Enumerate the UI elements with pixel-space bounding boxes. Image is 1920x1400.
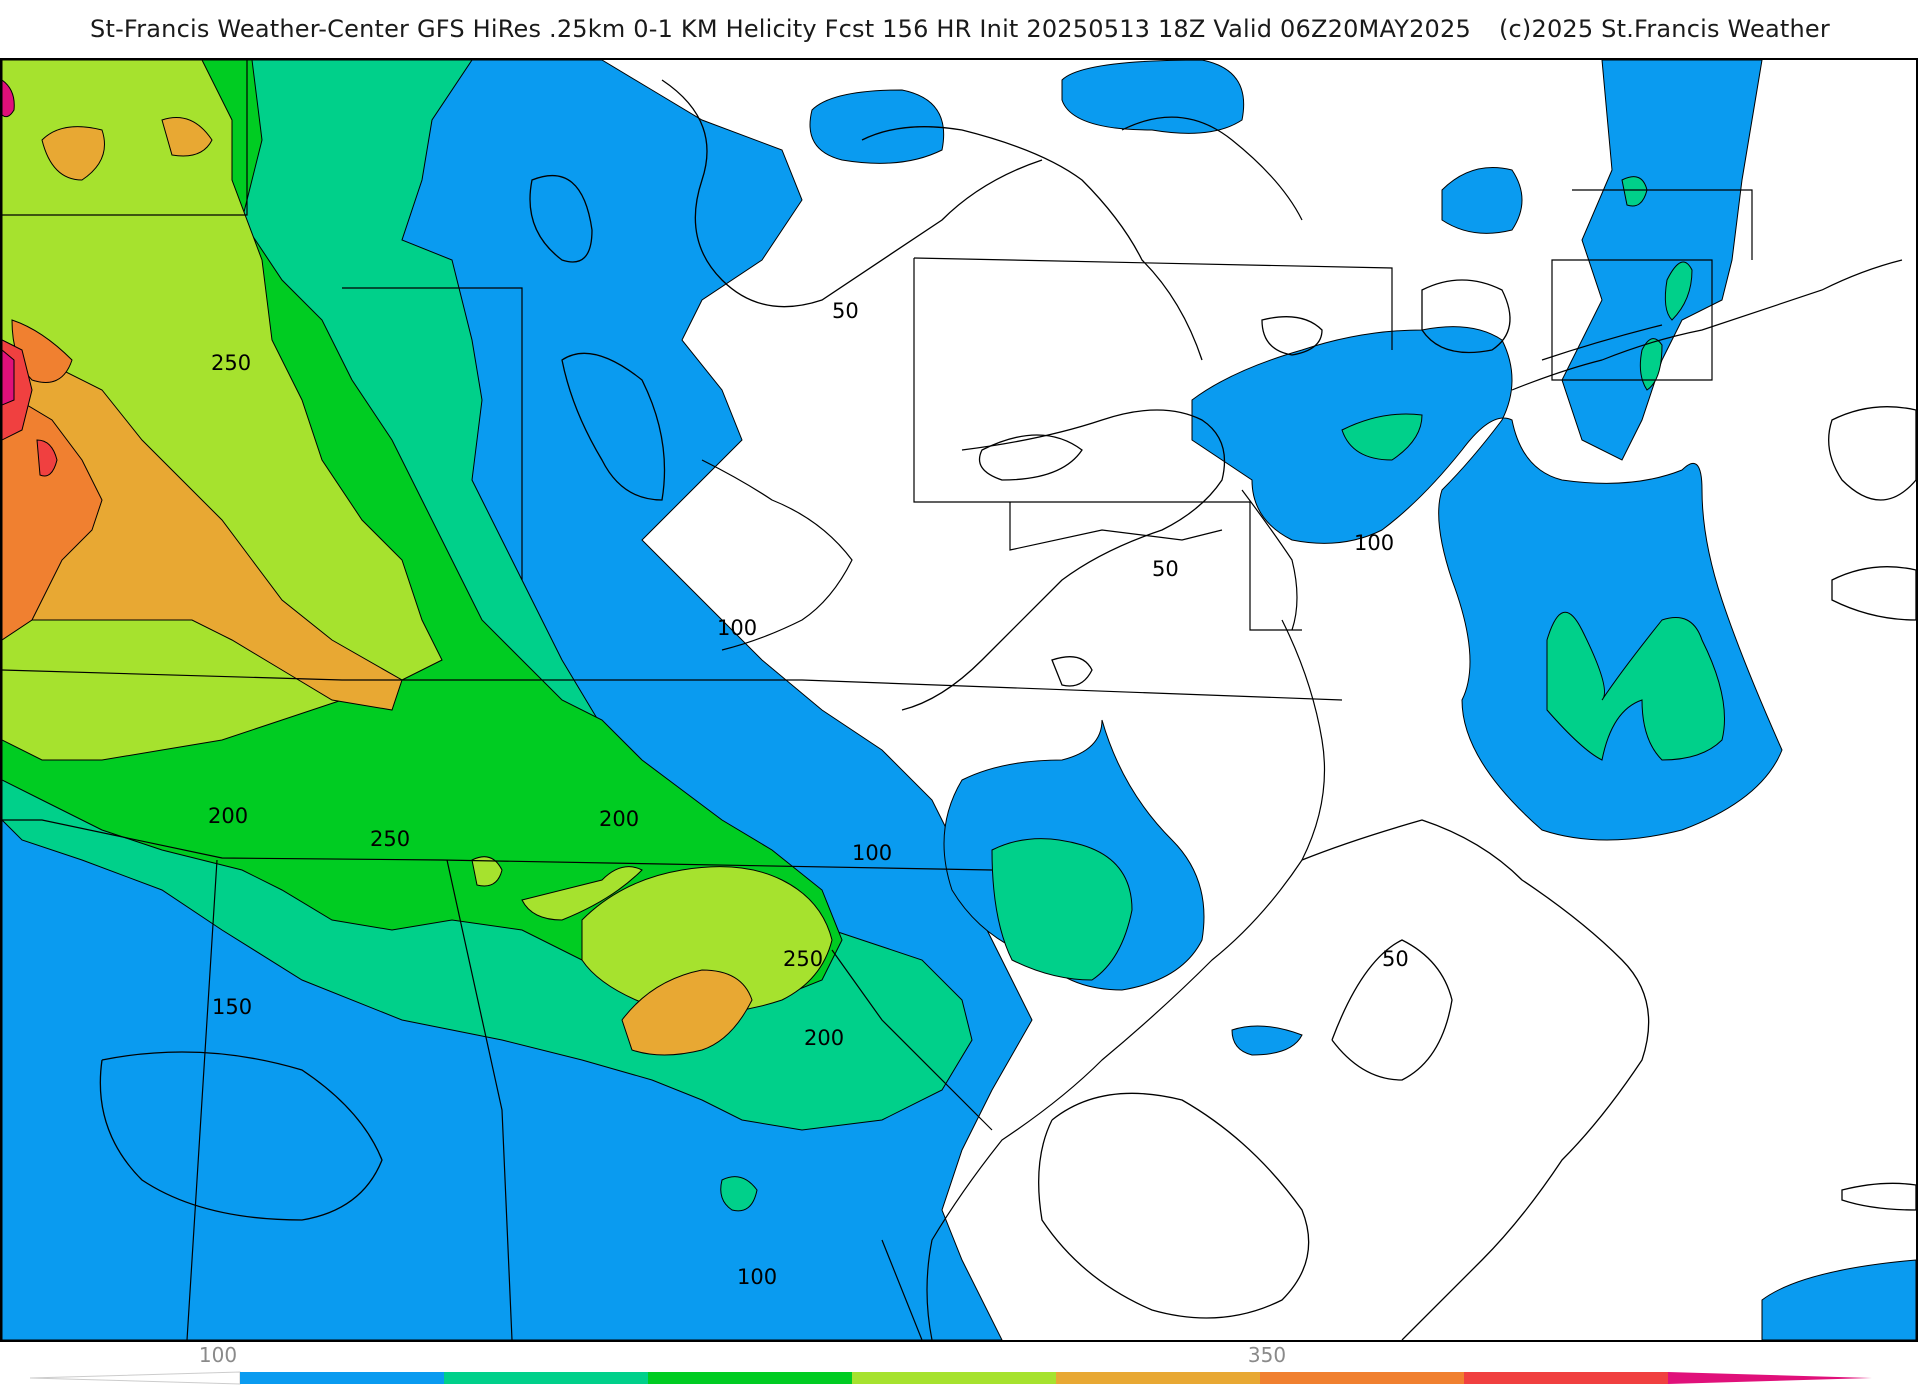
colorbar-segment-5 <box>1260 1372 1464 1384</box>
border-line-13 <box>701 459 853 651</box>
map-title: St-Francis Weather-Center GFS HiRes .25k… <box>90 15 1471 43</box>
colorbar-svg: 100 350 <box>29 1343 1872 1385</box>
blue-region-se-corner <box>1761 1259 1916 1340</box>
colorbar-segment-6 <box>1464 1372 1668 1384</box>
contour-label-250-a: 250 <box>211 351 251 375</box>
contour-50-midwest <box>901 409 1226 711</box>
border-line-12 <box>831 949 993 1131</box>
contour-100-in <box>561 352 666 501</box>
border-line-5 <box>2 819 993 871</box>
map-header: St-Francis Weather-Center GFS HiRes .25k… <box>0 0 1920 58</box>
orange-region-main <box>2 339 403 711</box>
contour-50-ne <box>1828 406 1916 501</box>
border-line-3 <box>913 257 1393 350</box>
contour-50-pa <box>1261 316 1323 356</box>
contour-50-carolina <box>1301 819 1650 1340</box>
red-region-west2 <box>36 439 58 477</box>
lightgreen-region-blob <box>471 856 503 887</box>
colorbar-segment-7 <box>1668 1372 1872 1384</box>
blue-region-nc-coast <box>1231 1025 1303 1056</box>
helicity-band-300-350 <box>2 319 103 641</box>
teal-region-nc <box>991 838 1133 981</box>
contour-label-100-a: 100 <box>717 616 757 640</box>
contour-label-200-c: 200 <box>804 1026 844 1050</box>
coastline-fl <box>881 1239 923 1340</box>
border-line-8 <box>186 859 218 1340</box>
contour-50-ocean-se <box>1841 1182 1916 1211</box>
contour-50-ny <box>1421 279 1511 354</box>
colorbar-segment-0 <box>240 1372 444 1384</box>
blue-region-mid-atlantic <box>1191 326 1783 841</box>
colorbar-tick-100: 100 <box>199 1346 237 1367</box>
border-line-7 <box>1009 502 1223 551</box>
orange-region-tn <box>621 969 753 1056</box>
coastline-li <box>1541 324 1663 361</box>
magenta-region-nw <box>2 79 15 118</box>
map-panel: 50 50 50 100 100 100 100 150 200 200 200… <box>0 58 1918 1342</box>
border-line-6 <box>2 669 1343 701</box>
contour-50-ohio <box>861 126 1203 361</box>
contour-50-north <box>661 79 1043 308</box>
helicity-band-400-plus <box>2 79 15 406</box>
contour-label-200-a: 200 <box>208 804 248 828</box>
contour-50-ohio2 <box>978 434 1083 481</box>
contour-100-mi <box>529 175 593 263</box>
border-line-4 <box>913 258 1302 631</box>
border-line-14 <box>1121 116 1303 221</box>
contour-label-group: 50 50 50 100 100 100 100 150 200 200 200… <box>208 299 1409 1289</box>
colorbar-under-arrow <box>29 1371 241 1385</box>
border-line-11 <box>1572 189 1753 260</box>
contour-label-200-b: 200 <box>599 807 639 831</box>
orange-region-nw <box>41 126 105 181</box>
contour-label-100-c: 100 <box>852 841 892 865</box>
teal-region-ny2 <box>1664 261 1693 321</box>
contour-50-wv <box>1051 656 1093 687</box>
helicity-map: 50 50 50 100 100 100 100 150 200 200 200… <box>2 60 1916 1340</box>
darkorange-region-west <box>2 389 103 641</box>
contour-label-150: 150 <box>212 995 252 1019</box>
colorbar-segment-2 <box>648 1372 852 1384</box>
teal-region-ga <box>720 1176 758 1212</box>
colorbar-segments <box>29 1371 1872 1385</box>
orange-region-nw2 <box>161 117 213 157</box>
colorbar-segment-1 <box>444 1372 648 1384</box>
colorbar-tick-350: 350 <box>1248 1346 1286 1367</box>
blue-region-ne-small <box>1441 167 1523 234</box>
teal-region-ct <box>1639 338 1663 391</box>
teal-region-atlantic <box>1546 611 1725 761</box>
copyright-text: (c)2025 St.Francis Weather <box>1498 15 1830 43</box>
state-borders <box>2 60 1903 1340</box>
contour-label-50-c: 50 <box>1382 947 1409 971</box>
contour-50-atlantic <box>1331 939 1453 1081</box>
border-line-1 <box>2 60 248 216</box>
lightgreen-region-ky <box>521 866 643 921</box>
contour-label-100-d: 100 <box>737 1265 777 1289</box>
helicity-band-250-300 <box>2 117 753 1056</box>
border-line-2 <box>342 287 523 580</box>
contour-50-ocean-e <box>1831 566 1916 621</box>
border-line-9 <box>446 859 513 1340</box>
contour-50-se <box>1038 1092 1310 1319</box>
contour-label-50-b: 50 <box>1152 557 1179 581</box>
contour-label-50-a: 50 <box>832 299 859 323</box>
contour-label-250-c: 250 <box>783 947 823 971</box>
coastline-chesapeake <box>1241 489 1298 631</box>
border-line-10 <box>1551 259 1713 381</box>
magenta-region-west <box>2 349 15 406</box>
blue-region-top <box>1061 60 1245 134</box>
blue-region-top-left <box>809 89 945 164</box>
contour-lines <box>99 79 1916 1340</box>
colorbar-legend: 100 350 <box>29 1343 1890 1394</box>
coastline-ne <box>1511 259 1903 391</box>
contour-50-ga <box>99 1051 383 1221</box>
contour-label-100-b: 100 <box>1354 531 1394 555</box>
coastline-east <box>926 619 1326 1340</box>
colorbar-segment-4 <box>1056 1372 1260 1384</box>
colorbar-segment-3 <box>852 1372 1056 1384</box>
teal-region-md <box>1341 413 1423 461</box>
contour-label-250-b: 250 <box>370 827 410 851</box>
